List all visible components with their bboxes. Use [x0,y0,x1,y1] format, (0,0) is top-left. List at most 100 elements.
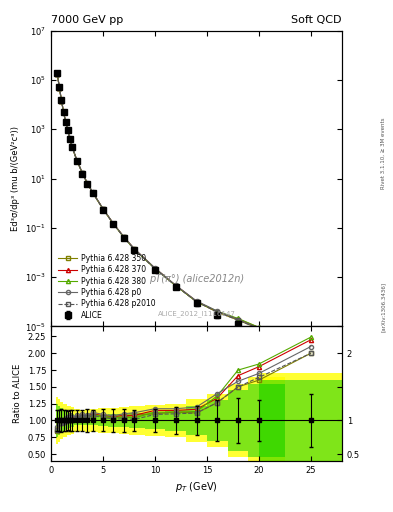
Pythia 6.428 370 [132,246,136,252]
Pythia 6.428 370 [68,135,72,141]
Pythia 6.428 380 [70,143,74,150]
Text: [arXiv:1306.3436]: [arXiv:1306.3436] [381,282,386,332]
Pythia 6.428 350 [80,170,84,176]
Pythia 6.428 p2010 [236,317,241,323]
Pythia 6.428 370 [101,206,105,212]
Pythia 6.428 p2010 [152,266,157,272]
Pythia 6.428 380 [55,71,60,77]
Pythia 6.428 380 [57,84,62,91]
Pythia 6.428 p2010 [55,71,60,77]
Pythia 6.428 380 [215,308,220,314]
Pythia 6.428 370 [90,189,95,196]
Pythia 6.428 350 [55,71,60,77]
Pythia 6.428 370 [309,347,313,353]
Pythia 6.428 380 [309,347,313,353]
Text: ALICE_2012_I1116147: ALICE_2012_I1116147 [158,311,235,317]
Pythia 6.428 370 [55,71,60,77]
Pythia 6.428 370 [111,221,116,227]
Pythia 6.428 p2010 [257,326,261,332]
Text: Rivet 3.1.10, ≥ 3M events: Rivet 3.1.10, ≥ 3M events [381,118,386,189]
Pythia 6.428 p0 [57,84,62,91]
Pythia 6.428 380 [80,170,84,176]
Pythia 6.428 p2010 [309,348,313,354]
Pythia 6.428 370 [65,127,70,133]
Pythia 6.428 380 [236,315,241,322]
Pythia 6.428 350 [236,317,241,323]
Pythia 6.428 380 [59,97,64,103]
Pythia 6.428 p2010 [121,234,126,241]
Pythia 6.428 p2010 [101,206,105,212]
Text: pT(π°) (alice2012n): pT(π°) (alice2012n) [149,274,244,284]
Pythia 6.428 350 [68,136,72,142]
Pythia 6.428 350 [309,348,313,354]
Y-axis label: Ed³σ/dp³ (mu b/(GeV²c³)): Ed³σ/dp³ (mu b/(GeV²c³)) [11,126,20,231]
Pythia 6.428 370 [70,143,74,150]
Pythia 6.428 p2010 [111,221,116,227]
Y-axis label: Ratio to ALICE: Ratio to ALICE [13,364,22,423]
Pythia 6.428 350 [90,189,95,196]
Pythia 6.428 p2010 [70,143,74,150]
Pythia 6.428 p0 [59,97,64,103]
Pythia 6.428 p0 [111,221,116,227]
Pythia 6.428 370 [80,169,84,176]
Pythia 6.428 370 [152,265,157,271]
Pythia 6.428 p2010 [65,127,70,134]
Pythia 6.428 380 [68,136,72,142]
Pythia 6.428 p0 [68,135,72,141]
Text: 7000 GeV pp: 7000 GeV pp [51,15,123,25]
Line: Pythia 6.428 p2010: Pythia 6.428 p2010 [55,72,313,353]
Pythia 6.428 p0 [101,206,105,212]
Pythia 6.428 p2010 [75,158,79,164]
Pythia 6.428 p2010 [59,98,64,104]
Text: Soft QCD: Soft QCD [292,15,342,25]
Pythia 6.428 370 [61,109,66,115]
Pythia 6.428 p0 [75,158,79,164]
Pythia 6.428 p0 [80,169,84,176]
Pythia 6.428 380 [65,127,70,133]
Pythia 6.428 370 [75,158,79,164]
Pythia 6.428 350 [85,180,90,186]
Pythia 6.428 p0 [257,325,261,331]
Pythia 6.428 370 [121,234,126,240]
Pythia 6.428 p0 [309,348,313,354]
Pythia 6.428 370 [173,282,178,288]
Pythia 6.428 p0 [215,308,220,314]
Pythia 6.428 380 [257,324,261,330]
Pythia 6.428 p0 [236,316,241,323]
Pythia 6.428 380 [90,189,95,196]
Pythia 6.428 p0 [63,118,68,124]
Pythia 6.428 350 [173,283,178,289]
Pythia 6.428 p0 [55,71,60,77]
Pythia 6.428 350 [57,85,62,91]
Pythia 6.428 370 [57,84,62,91]
Pythia 6.428 380 [152,265,157,271]
Pythia 6.428 370 [257,325,261,331]
Pythia 6.428 370 [63,119,68,125]
Pythia 6.428 350 [75,158,79,164]
Pythia 6.428 380 [173,283,178,289]
Pythia 6.428 350 [101,206,105,212]
Pythia 6.428 p2010 [194,298,199,305]
Pythia 6.428 p0 [70,143,74,149]
Pythia 6.428 380 [121,234,126,240]
Pythia 6.428 350 [132,246,136,252]
Pythia 6.428 p2010 [85,180,90,186]
Line: Pythia 6.428 370: Pythia 6.428 370 [55,72,313,352]
Pythia 6.428 350 [59,98,64,104]
Pythia 6.428 p2010 [68,136,72,142]
Pythia 6.428 380 [132,246,136,252]
Pythia 6.428 p2010 [173,283,178,289]
Pythia 6.428 370 [85,180,90,186]
Pythia 6.428 p2010 [57,85,62,91]
Pythia 6.428 380 [85,180,90,186]
Pythia 6.428 350 [70,143,74,150]
Pythia 6.428 p2010 [80,170,84,176]
X-axis label: $p_T$ (GeV): $p_T$ (GeV) [175,480,218,494]
Legend: Pythia 6.428 350, Pythia 6.428 370, Pythia 6.428 380, Pythia 6.428 p0, Pythia 6.: Pythia 6.428 350, Pythia 6.428 370, Pyth… [55,251,158,323]
Pythia 6.428 370 [59,97,64,103]
Pythia 6.428 380 [63,119,68,125]
Pythia 6.428 370 [236,316,241,322]
Pythia 6.428 380 [61,109,66,115]
Line: Pythia 6.428 380: Pythia 6.428 380 [55,72,313,352]
Pythia 6.428 p2010 [132,246,136,252]
